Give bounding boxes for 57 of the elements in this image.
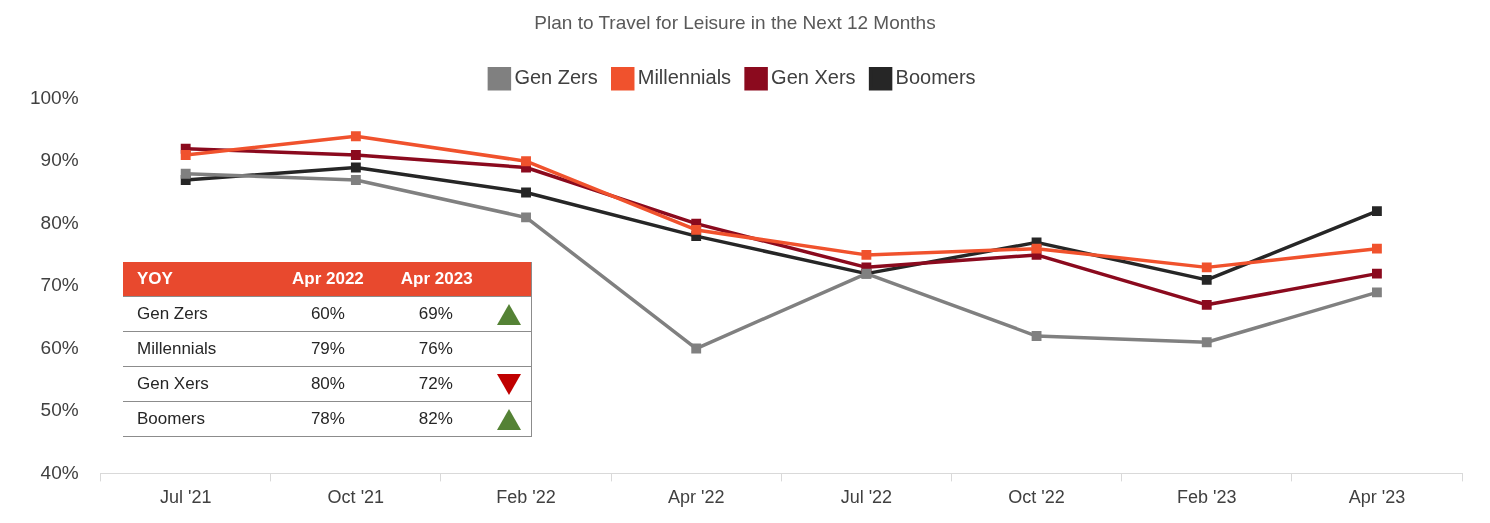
y-tick-label: 90% [40,149,79,171]
point [1371,287,1382,298]
data-label: 76% [388,331,531,367]
category-label: Boomers [123,401,267,437]
category-label: Gen Zers [123,296,267,332]
point [350,150,361,160]
y-tick-label: 70% [40,274,79,296]
point [1371,206,1382,217]
category-label: Millennials [123,331,267,367]
point [691,343,702,354]
series-label: Apr 2022 [267,262,389,297]
x-tick-label: Feb '22 [496,487,556,508]
point [861,249,872,260]
y-tick-label: 40% [40,461,79,483]
point [1201,262,1212,273]
point [521,212,531,223]
category-label: Gen Xers [123,366,267,402]
legend-label: Boomers [895,66,976,89]
point [1031,331,1042,341]
data-label: 80% [267,366,389,402]
point [1201,337,1212,348]
point [350,175,361,185]
point [521,156,531,167]
y-tick-label: 50% [40,399,79,421]
legend-label: Gen Zers [514,66,598,89]
point [180,150,191,160]
y-tick-label: 80% [40,211,79,233]
point [1031,243,1042,254]
x-tick-label: Apr '22 [667,487,725,508]
y-tick-label: 100% [29,87,79,109]
point [1371,268,1382,279]
point [1371,243,1382,254]
x-tick-label: Feb '23 [1176,487,1237,508]
data-label: 72% [388,366,531,402]
y-tick-label: 60% [40,336,79,358]
point [691,224,702,235]
x-tick-label: Apr '23 [1348,487,1406,508]
point [350,131,361,142]
data-label: 79% [267,331,389,367]
point [1201,299,1212,310]
point [350,162,361,173]
text: YOY [123,262,267,297]
point [521,187,531,198]
data-label: 69% [388,296,531,332]
legend-label: Millennials [637,66,732,89]
data-label: 82% [388,401,531,437]
data-label: 60% [267,296,389,332]
data-label: 78% [267,401,389,437]
legend-label: Gen Xers [771,66,856,89]
x-tick-label: Jul '21 [159,487,212,508]
x-tick-label: Jul '22 [840,487,893,508]
point [180,168,191,179]
point [1201,274,1212,285]
chart-title: Plan to Travel for Leisure in the Next 12 Months [534,11,936,33]
text: Apr 2023 [388,262,531,297]
x-tick-label: Oct '21 [327,487,385,508]
x-tick-label: Oct '22 [1008,487,1065,508]
